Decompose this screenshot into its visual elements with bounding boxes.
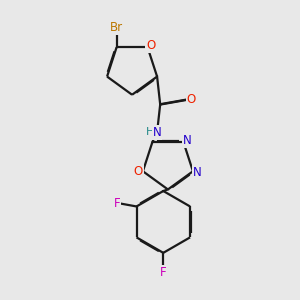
Text: F: F [160,266,166,279]
Text: F: F [114,197,120,210]
Text: Br: Br [110,21,123,34]
Text: N: N [153,126,161,139]
Text: N: N [183,134,191,147]
Text: O: O [134,165,143,178]
Text: O: O [146,39,155,52]
Text: N: N [193,166,202,179]
Text: O: O [187,93,196,106]
Text: H: H [146,127,154,136]
